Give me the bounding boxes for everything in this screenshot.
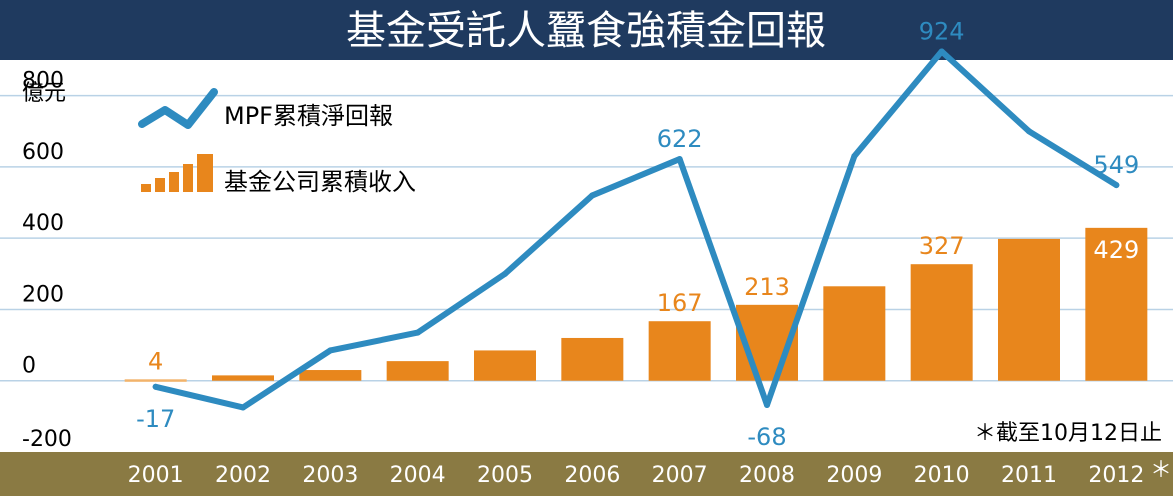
bar	[1085, 227, 1148, 381]
chart-title: 基金受託人蠶食強積金回報	[346, 8, 826, 54]
x-tick-label: 2012	[1088, 463, 1144, 488]
line-series	[152, 48, 1120, 411]
y-tick-label: 800	[22, 69, 64, 94]
x-tick-label: 2006	[564, 463, 620, 488]
line-point	[502, 270, 508, 277]
bar	[823, 286, 886, 381]
x-tick-label: 2011	[1001, 463, 1057, 488]
line-point	[240, 404, 246, 411]
bar	[212, 375, 274, 381]
bar-data-label: 167	[657, 289, 703, 317]
x-tick-label: 2002	[215, 463, 271, 488]
bar	[998, 238, 1060, 381]
footnote: ＊截至10月12日止	[974, 421, 1162, 446]
bar	[124, 379, 187, 382]
bar	[386, 361, 449, 381]
line-point	[589, 192, 596, 199]
bar	[299, 370, 362, 381]
y-tick-label: 600	[22, 140, 64, 165]
grid	[0, 94, 1173, 382]
x-tick-label: 2010	[914, 463, 970, 488]
line-point	[851, 153, 858, 160]
y-tick-label: 200	[22, 282, 64, 307]
y-tick-label: -200	[22, 427, 72, 452]
line-data-label: 924	[919, 17, 965, 45]
line-point	[152, 383, 159, 390]
title-bar	[0, 0, 1173, 60]
bar	[910, 264, 973, 381]
y-unit-label: 億元	[22, 81, 66, 106]
line-point	[676, 156, 683, 163]
legend: MPF累積淨回報 基金公司累積收入	[138, 88, 416, 196]
legend-line-label: MPF累積淨回報	[224, 102, 393, 130]
line-point	[414, 329, 421, 336]
line-point	[327, 347, 334, 354]
legend-line-icon	[138, 88, 218, 129]
year-asterisk: ＊	[1150, 458, 1172, 483]
x-tick-label: 2001	[128, 463, 184, 488]
line-data-label: 549	[1093, 151, 1139, 179]
line-point	[764, 401, 770, 408]
line-point	[1026, 128, 1032, 135]
bar	[648, 321, 711, 381]
bar-data-label: 4	[148, 347, 163, 375]
bars	[124, 227, 1148, 382]
y-tick-label: 0	[22, 354, 36, 379]
y-tick-label: 400	[22, 211, 64, 236]
line-data-label: 622	[657, 125, 703, 153]
x-tick-label: 2005	[477, 463, 533, 488]
y-axis: 800 600 400 200 0 -200	[22, 69, 72, 452]
bar-data-label: 429	[1093, 236, 1139, 264]
bar	[561, 337, 624, 381]
x-tick-label: 2008	[739, 463, 795, 488]
line-point	[1113, 182, 1120, 189]
legend-bar-icon	[141, 154, 213, 192]
bar-data-label: 327	[919, 232, 965, 260]
line-path	[152, 48, 1120, 411]
line-data-label: -68	[747, 423, 786, 451]
line-data-label: -17	[136, 405, 175, 433]
bar-data-label: 213	[744, 273, 790, 301]
bar	[474, 350, 536, 381]
x-tick-label: 2009	[826, 463, 882, 488]
x-tick-label: 2004	[390, 463, 446, 488]
line-data-labels: -17 622 -68 924 549	[136, 17, 1139, 451]
x-axis-band	[0, 452, 1173, 496]
x-tick-label: 2007	[652, 463, 708, 488]
legend-bar-label: 基金公司累積收入	[224, 168, 416, 196]
x-axis: 2001 2002 2003 2004 2005 2006 2007 2008 2009 2010…	[128, 463, 1145, 488]
x-tick-label: 2003	[302, 463, 358, 488]
bar-data-labels: 4 167 213 327 429	[148, 232, 1139, 375]
line-point	[938, 48, 945, 55]
